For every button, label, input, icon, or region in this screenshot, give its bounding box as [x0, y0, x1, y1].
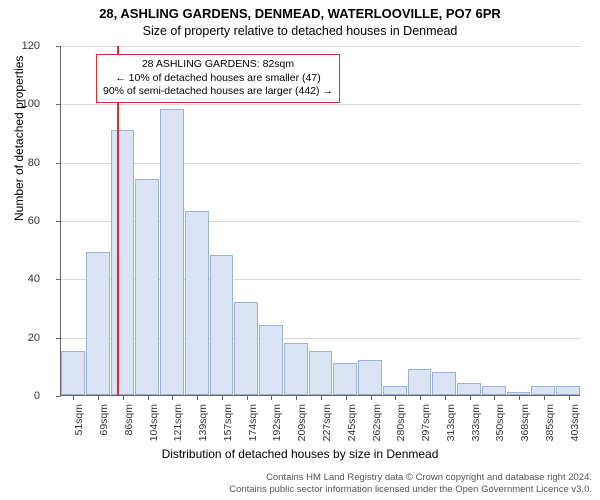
- histogram-bar: [531, 386, 555, 395]
- y-tick-label: 120: [0, 40, 40, 52]
- footer-line2: Contains public sector information licen…: [229, 484, 592, 496]
- x-tick-mark: [519, 395, 520, 400]
- chart-title-main: 28, ASHLING GARDENS, DENMEAD, WATERLOOVI…: [0, 6, 600, 21]
- x-tick-label: 227sqm: [321, 404, 333, 452]
- x-tick-mark: [371, 395, 372, 400]
- histogram-bar: [111, 130, 135, 395]
- x-tick-mark: [296, 395, 297, 400]
- histogram-bar: [383, 386, 407, 395]
- x-tick-mark: [544, 395, 545, 400]
- x-tick-label: 51sqm: [73, 404, 85, 452]
- annotation-line: 90% of semi-detached houses are larger (…: [103, 85, 333, 99]
- histogram-bar: [185, 211, 209, 395]
- x-tick-label: 157sqm: [222, 404, 234, 452]
- x-tick-label: 403sqm: [569, 404, 581, 452]
- x-tick-label: 104sqm: [148, 404, 160, 452]
- x-axis-label: Distribution of detached houses by size …: [0, 447, 600, 461]
- histogram-bar: [210, 255, 234, 395]
- x-tick-label: 280sqm: [395, 404, 407, 452]
- x-tick-mark: [123, 395, 124, 400]
- histogram-bar: [234, 302, 258, 395]
- histogram-bar: [333, 363, 357, 395]
- y-tick-mark: [56, 396, 61, 397]
- y-tick-label: 80: [0, 157, 40, 169]
- x-tick-label: 86sqm: [123, 404, 135, 452]
- histogram-bar: [61, 351, 85, 395]
- annotation-line: ← 10% of detached houses are smaller (47…: [103, 72, 333, 86]
- x-tick-mark: [346, 395, 347, 400]
- x-tick-mark: [148, 395, 149, 400]
- y-tick-label: 20: [0, 332, 40, 344]
- x-tick-label: 313sqm: [445, 404, 457, 452]
- x-tick-label: 245sqm: [346, 404, 358, 452]
- x-tick-mark: [172, 395, 173, 400]
- x-tick-mark: [271, 395, 272, 400]
- x-tick-mark: [445, 395, 446, 400]
- y-tick-label: 60: [0, 215, 40, 227]
- histogram-bar: [135, 179, 159, 395]
- chart-container: 28, ASHLING GARDENS, DENMEAD, WATERLOOVI…: [0, 0, 600, 500]
- x-tick-mark: [197, 395, 198, 400]
- x-tick-label: 262sqm: [371, 404, 383, 452]
- x-tick-mark: [494, 395, 495, 400]
- histogram-bar: [309, 351, 333, 395]
- x-tick-mark: [321, 395, 322, 400]
- x-tick-mark: [98, 395, 99, 400]
- y-tick-label: 40: [0, 273, 40, 285]
- x-tick-label: 350sqm: [494, 404, 506, 452]
- plot-area: 51sqm69sqm86sqm104sqm121sqm139sqm157sqm1…: [60, 46, 580, 396]
- x-tick-label: 333sqm: [470, 404, 482, 452]
- histogram-bar: [457, 383, 481, 395]
- x-tick-mark: [470, 395, 471, 400]
- histogram-bar: [284, 343, 308, 396]
- x-tick-label: 297sqm: [420, 404, 432, 452]
- x-tick-label: 121sqm: [172, 404, 184, 452]
- histogram-bar: [432, 372, 456, 395]
- histogram-bar: [259, 325, 283, 395]
- x-tick-label: 192sqm: [271, 404, 283, 452]
- histogram-bar: [408, 369, 432, 395]
- y-tick-label: 100: [0, 98, 40, 110]
- x-tick-label: 69sqm: [98, 404, 110, 452]
- x-tick-mark: [569, 395, 570, 400]
- x-tick-mark: [222, 395, 223, 400]
- footer-line1: Contains HM Land Registry data © Crown c…: [229, 472, 592, 484]
- histogram-bar: [358, 360, 382, 395]
- chart-title-sub: Size of property relative to detached ho…: [0, 24, 600, 38]
- x-tick-mark: [73, 395, 74, 400]
- y-tick-label: 0: [0, 390, 40, 402]
- x-tick-label: 174sqm: [247, 404, 259, 452]
- histogram-bar: [86, 252, 110, 395]
- annotation-box: 28 ASHLING GARDENS: 82sqm← 10% of detach…: [96, 54, 340, 103]
- annotation-line: 28 ASHLING GARDENS: 82sqm: [103, 58, 333, 72]
- histogram-bar: [482, 386, 506, 395]
- x-tick-label: 139sqm: [197, 404, 209, 452]
- x-tick-mark: [420, 395, 421, 400]
- x-tick-mark: [395, 395, 396, 400]
- histogram-bar: [556, 386, 580, 395]
- x-tick-mark: [247, 395, 248, 400]
- y-axis-label: Number of detached properties: [12, 56, 26, 221]
- histogram-bar: [160, 109, 184, 395]
- x-tick-label: 209sqm: [296, 404, 308, 452]
- footer-attribution: Contains HM Land Registry data © Crown c…: [229, 472, 592, 496]
- x-tick-label: 385sqm: [544, 404, 556, 452]
- x-tick-label: 368sqm: [519, 404, 531, 452]
